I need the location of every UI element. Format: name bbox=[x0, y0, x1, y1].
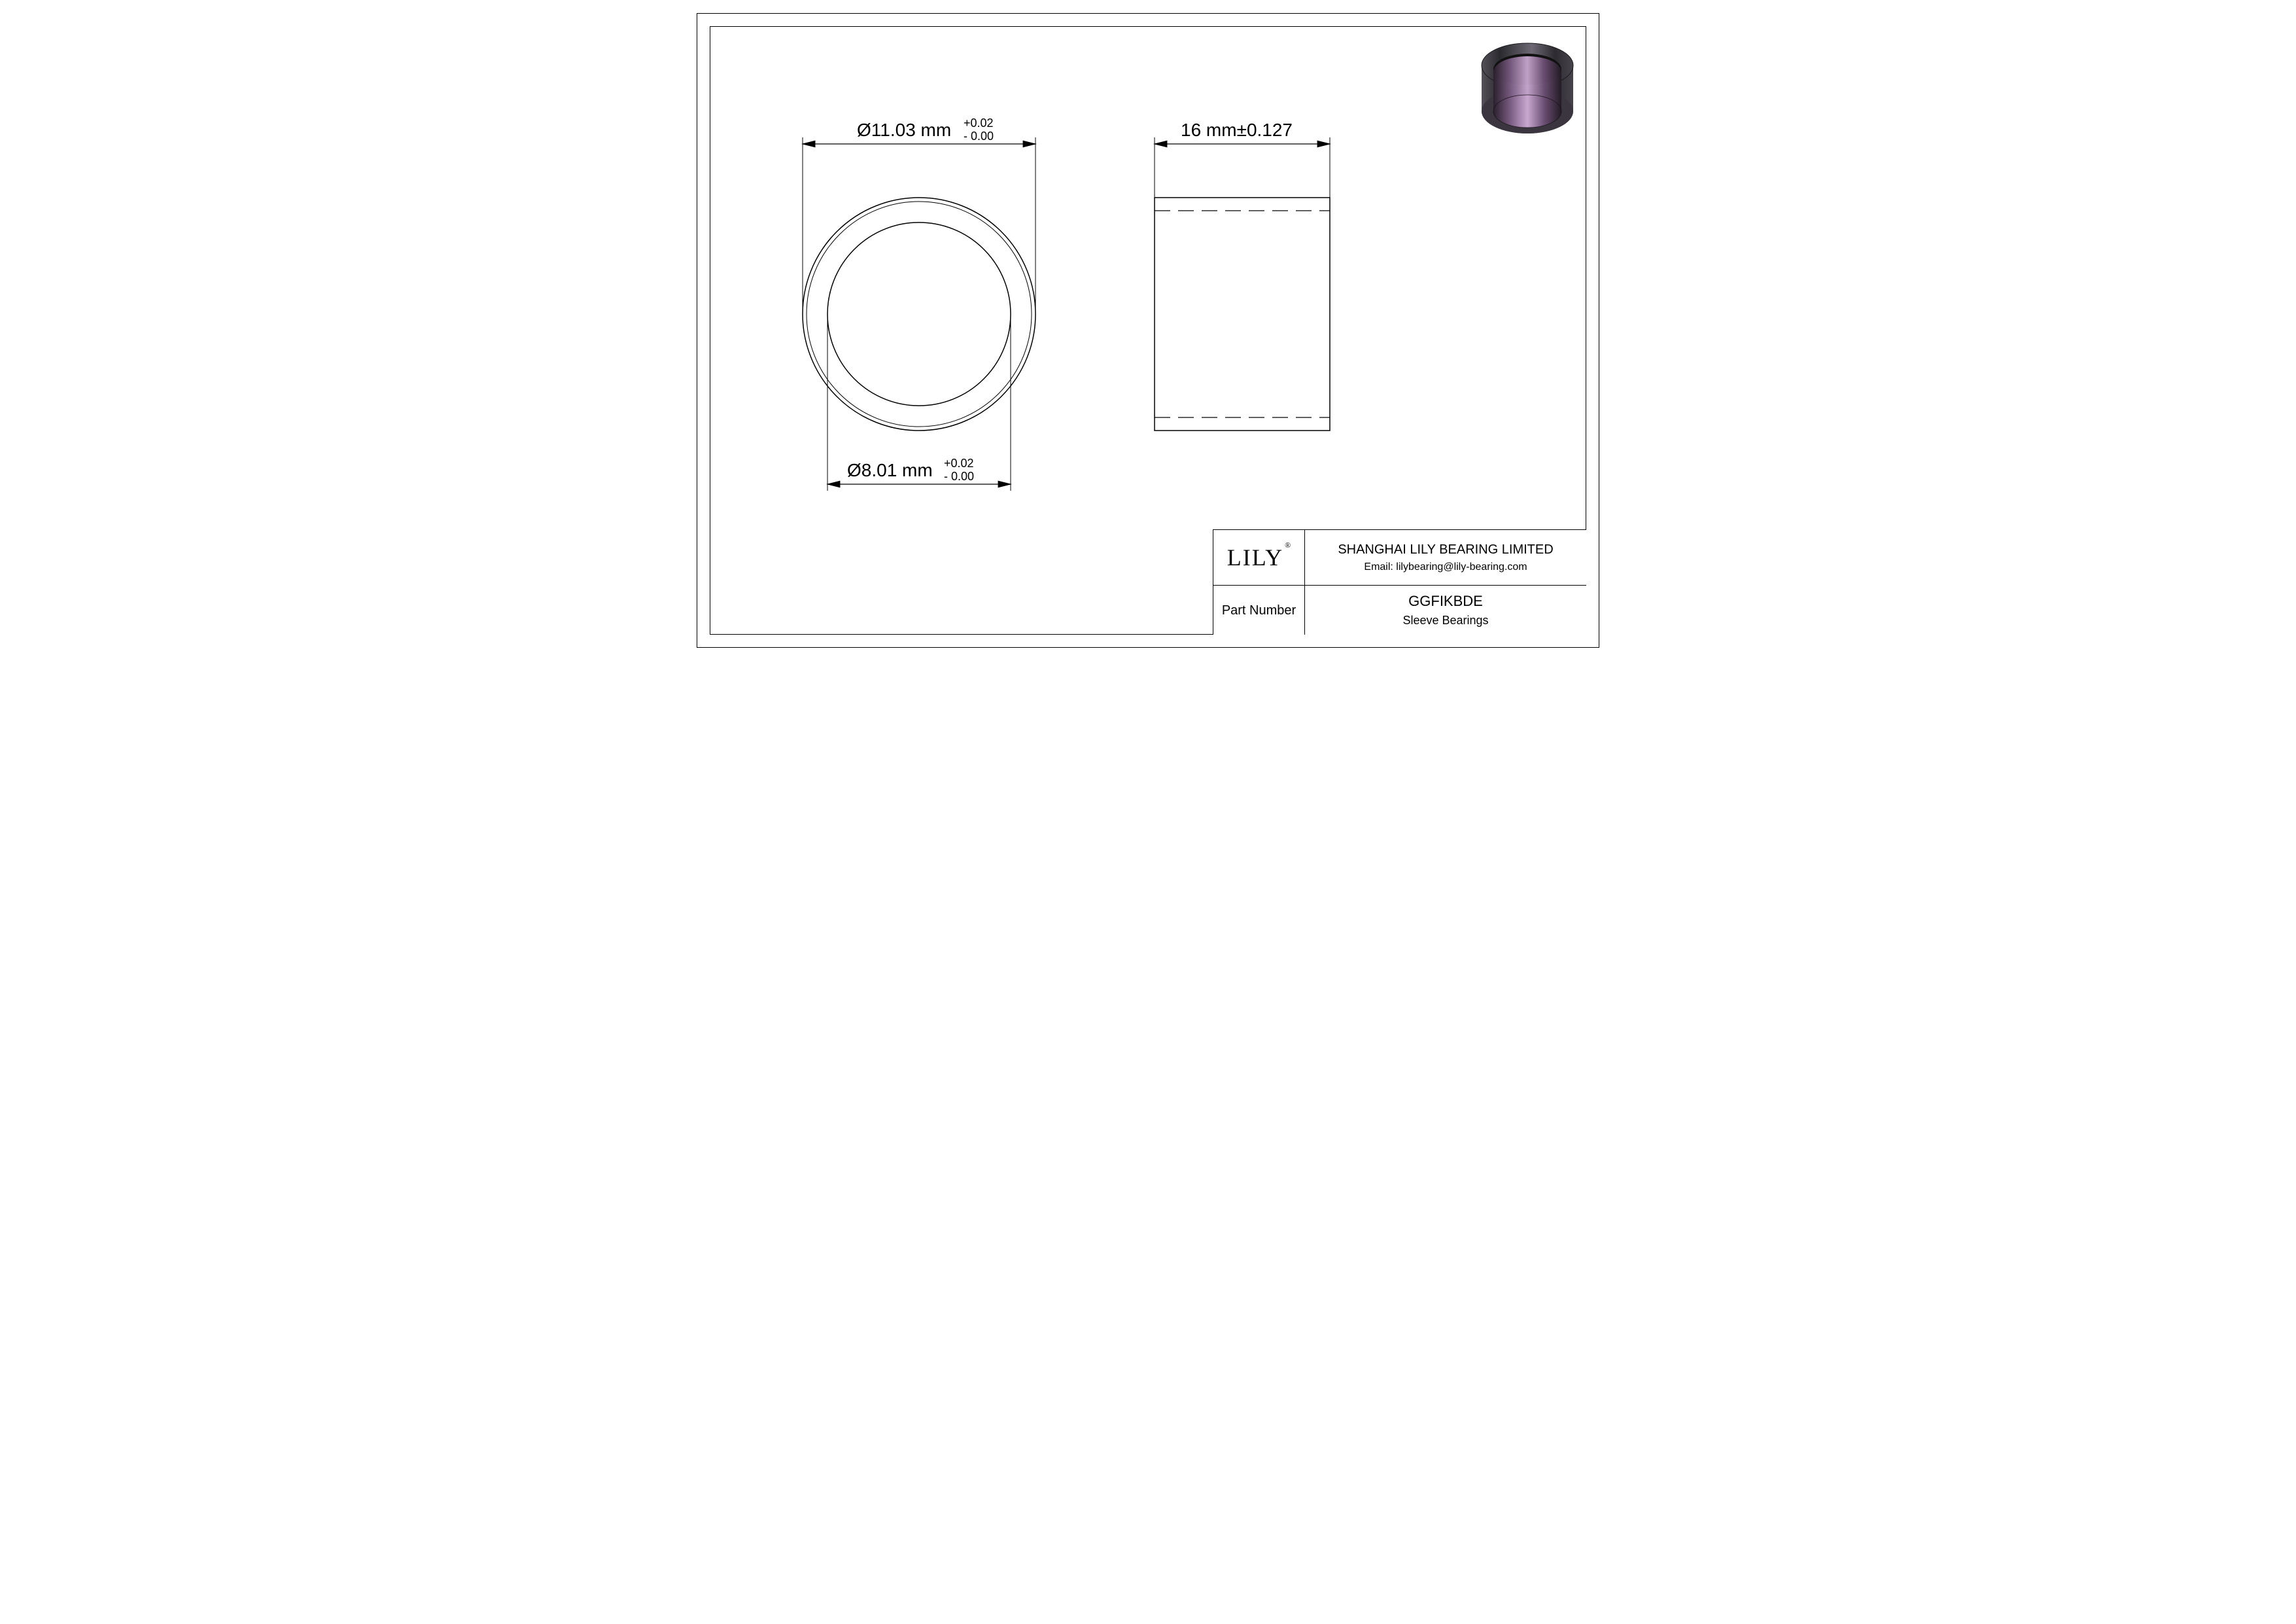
id-tol-minus: - 0.00 bbox=[944, 470, 974, 483]
title-block: LILY® SHANGHAI LILY BEARING LIMITED Emai… bbox=[1213, 529, 1586, 635]
part-number-label-cell: Part Number bbox=[1213, 586, 1305, 635]
id-tol-plus: +0.02 bbox=[944, 457, 974, 470]
dimension-inner-diameter: Ø8.01 mm +0.02 - 0.00 bbox=[827, 314, 1011, 491]
id-value: Ø8.01 mm bbox=[847, 460, 933, 480]
od-value: Ø11.03 mm bbox=[857, 120, 951, 140]
inner-circle bbox=[827, 222, 1011, 406]
render-3d-icon bbox=[1482, 43, 1573, 133]
company-cell: SHANGHAI LILY BEARING LIMITED Email: lil… bbox=[1305, 530, 1586, 586]
part-number-value: GGFIKBDE bbox=[1408, 593, 1483, 610]
company-name: SHANGHAI LILY BEARING LIMITED bbox=[1338, 542, 1553, 557]
outer-circle bbox=[803, 198, 1035, 431]
logo-cell: LILY® bbox=[1213, 530, 1305, 586]
mid-circle bbox=[807, 202, 1032, 427]
company-email: Email: lilybearing@lily-bearing.com bbox=[1364, 561, 1527, 573]
dimension-length: 16 mm±0.127 bbox=[1155, 120, 1330, 198]
length-value: 16 mm±0.127 bbox=[1181, 120, 1293, 140]
dimension-outer-diameter: Ø11.03 mm +0.02 - 0.00 bbox=[803, 116, 1035, 314]
registered-symbol: ® bbox=[1285, 540, 1292, 550]
part-number-label: Part Number bbox=[1222, 602, 1296, 619]
side-outline bbox=[1155, 198, 1330, 431]
od-tol-plus: +0.02 bbox=[964, 116, 994, 130]
page: Ø11.03 mm +0.02 - 0.00 Ø8.01 mm +0.02 - … bbox=[690, 7, 1606, 654]
side-view bbox=[1155, 198, 1330, 431]
od-tol-minus: - 0.00 bbox=[964, 130, 994, 143]
front-view bbox=[803, 198, 1035, 431]
logo-text: LILY bbox=[1227, 544, 1283, 571]
part-number-cell: GGFIKBDE Sleeve Bearings bbox=[1305, 586, 1586, 635]
product-name: Sleeve Bearings bbox=[1402, 614, 1488, 627]
